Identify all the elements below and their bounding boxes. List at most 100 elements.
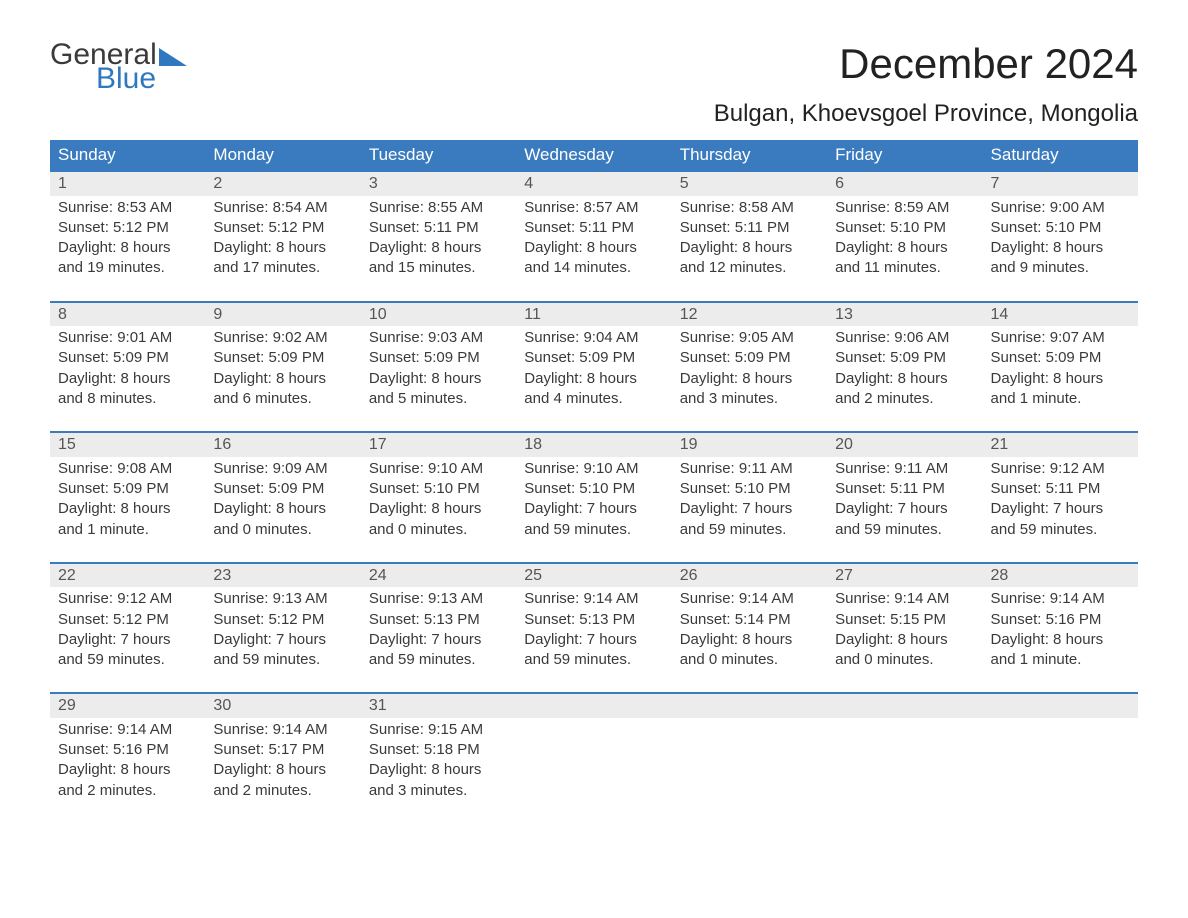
day-data: Sunrise: 9:14 AMSunset: 5:16 PMDaylight:… bbox=[983, 587, 1138, 670]
sunset-line: Sunset: 5:17 PM bbox=[213, 740, 352, 760]
day-number: 30 bbox=[205, 694, 360, 718]
sunrise-line: Sunrise: 9:04 AM bbox=[524, 328, 663, 348]
sunset-line: Sunset: 5:09 PM bbox=[213, 348, 352, 368]
sunrise-line: Sunrise: 9:14 AM bbox=[835, 589, 974, 609]
day-number: 5 bbox=[672, 172, 827, 196]
day-data: Sunrise: 9:06 AMSunset: 5:09 PMDaylight:… bbox=[827, 326, 982, 409]
day-number: 21 bbox=[983, 433, 1138, 457]
day-number: 17 bbox=[361, 433, 516, 457]
day-number: 16 bbox=[205, 433, 360, 457]
sunrise-line: Sunrise: 8:55 AM bbox=[369, 198, 508, 218]
sunset-line: Sunset: 5:16 PM bbox=[991, 610, 1130, 630]
calendar-cell: 16Sunrise: 9:09 AMSunset: 5:09 PMDayligh… bbox=[205, 432, 360, 563]
calendar-cell: 8Sunrise: 9:01 AMSunset: 5:09 PMDaylight… bbox=[50, 302, 205, 433]
daylight-line: Daylight: 8 hours and 1 minute. bbox=[991, 630, 1130, 671]
calendar-cell: 10Sunrise: 9:03 AMSunset: 5:09 PMDayligh… bbox=[361, 302, 516, 433]
day-data: Sunrise: 9:02 AMSunset: 5:09 PMDaylight:… bbox=[205, 326, 360, 409]
day-data: Sunrise: 9:00 AMSunset: 5:10 PMDaylight:… bbox=[983, 196, 1138, 279]
daylight-line: Daylight: 8 hours and 9 minutes. bbox=[991, 238, 1130, 279]
calendar-cell: 9Sunrise: 9:02 AMSunset: 5:09 PMDaylight… bbox=[205, 302, 360, 433]
sunrise-line: Sunrise: 9:03 AM bbox=[369, 328, 508, 348]
sunrise-line: Sunrise: 8:57 AM bbox=[524, 198, 663, 218]
calendar-cell: 12Sunrise: 9:05 AMSunset: 5:09 PMDayligh… bbox=[672, 302, 827, 433]
daylight-line: Daylight: 7 hours and 59 minutes. bbox=[835, 499, 974, 540]
daylight-line: Daylight: 8 hours and 3 minutes. bbox=[369, 760, 508, 801]
calendar-cell: 21Sunrise: 9:12 AMSunset: 5:11 PMDayligh… bbox=[983, 432, 1138, 563]
day-number: 28 bbox=[983, 564, 1138, 588]
calendar-cell: 5Sunrise: 8:58 AMSunset: 5:11 PMDaylight… bbox=[672, 171, 827, 302]
month-title: December 2024 bbox=[714, 40, 1138, 88]
calendar-cell bbox=[516, 693, 671, 823]
day-number: 18 bbox=[516, 433, 671, 457]
sunset-line: Sunset: 5:14 PM bbox=[680, 610, 819, 630]
sunrise-line: Sunrise: 9:14 AM bbox=[524, 589, 663, 609]
sunset-line: Sunset: 5:12 PM bbox=[213, 218, 352, 238]
day-number: 1 bbox=[50, 172, 205, 196]
day-data: Sunrise: 9:10 AMSunset: 5:10 PMDaylight:… bbox=[361, 457, 516, 540]
day-data: Sunrise: 9:11 AMSunset: 5:11 PMDaylight:… bbox=[827, 457, 982, 540]
day-number: 4 bbox=[516, 172, 671, 196]
sunrise-line: Sunrise: 9:09 AM bbox=[213, 459, 352, 479]
day-number: 7 bbox=[983, 172, 1138, 196]
sunset-line: Sunset: 5:09 PM bbox=[524, 348, 663, 368]
sunrise-line: Sunrise: 9:01 AM bbox=[58, 328, 197, 348]
daylight-line: Daylight: 7 hours and 59 minutes. bbox=[369, 630, 508, 671]
calendar-table: SundayMondayTuesdayWednesdayThursdayFrid… bbox=[50, 140, 1138, 823]
sunset-line: Sunset: 5:13 PM bbox=[369, 610, 508, 630]
daylight-line: Daylight: 8 hours and 2 minutes. bbox=[213, 760, 352, 801]
day-header: Monday bbox=[205, 140, 360, 171]
sunrise-line: Sunrise: 9:08 AM bbox=[58, 459, 197, 479]
sunset-line: Sunset: 5:11 PM bbox=[835, 479, 974, 499]
sunset-line: Sunset: 5:11 PM bbox=[369, 218, 508, 238]
daylight-line: Daylight: 8 hours and 5 minutes. bbox=[369, 369, 508, 410]
sunrise-line: Sunrise: 9:14 AM bbox=[58, 720, 197, 740]
day-data: Sunrise: 9:12 AMSunset: 5:11 PMDaylight:… bbox=[983, 457, 1138, 540]
day-data: Sunrise: 9:13 AMSunset: 5:13 PMDaylight:… bbox=[361, 587, 516, 670]
calendar-cell: 4Sunrise: 8:57 AMSunset: 5:11 PMDaylight… bbox=[516, 171, 671, 302]
day-data: Sunrise: 8:55 AMSunset: 5:11 PMDaylight:… bbox=[361, 196, 516, 279]
sunrise-line: Sunrise: 9:05 AM bbox=[680, 328, 819, 348]
calendar-cell: 30Sunrise: 9:14 AMSunset: 5:17 PMDayligh… bbox=[205, 693, 360, 823]
daylight-line: Daylight: 7 hours and 59 minutes. bbox=[991, 499, 1130, 540]
daylight-line: Daylight: 8 hours and 8 minutes. bbox=[58, 369, 197, 410]
sunset-line: Sunset: 5:12 PM bbox=[58, 610, 197, 630]
day-number: 15 bbox=[50, 433, 205, 457]
daylight-line: Daylight: 8 hours and 0 minutes. bbox=[213, 499, 352, 540]
sunrise-line: Sunrise: 9:12 AM bbox=[991, 459, 1130, 479]
sunrise-line: Sunrise: 9:13 AM bbox=[213, 589, 352, 609]
calendar-cell: 19Sunrise: 9:11 AMSunset: 5:10 PMDayligh… bbox=[672, 432, 827, 563]
day-data: Sunrise: 9:11 AMSunset: 5:10 PMDaylight:… bbox=[672, 457, 827, 540]
day-data: Sunrise: 9:01 AMSunset: 5:09 PMDaylight:… bbox=[50, 326, 205, 409]
sunrise-line: Sunrise: 9:10 AM bbox=[369, 459, 508, 479]
day-data: Sunrise: 9:14 AMSunset: 5:14 PMDaylight:… bbox=[672, 587, 827, 670]
day-data: Sunrise: 9:03 AMSunset: 5:09 PMDaylight:… bbox=[361, 326, 516, 409]
sunset-line: Sunset: 5:09 PM bbox=[991, 348, 1130, 368]
calendar-cell: 26Sunrise: 9:14 AMSunset: 5:14 PMDayligh… bbox=[672, 563, 827, 694]
day-header: Tuesday bbox=[361, 140, 516, 171]
daylight-line: Daylight: 8 hours and 4 minutes. bbox=[524, 369, 663, 410]
day-data: Sunrise: 8:54 AMSunset: 5:12 PMDaylight:… bbox=[205, 196, 360, 279]
location-subtitle: Bulgan, Khoevsgoel Province, Mongolia bbox=[714, 100, 1138, 128]
day-header: Wednesday bbox=[516, 140, 671, 171]
day-number: 24 bbox=[361, 564, 516, 588]
sunrise-line: Sunrise: 9:10 AM bbox=[524, 459, 663, 479]
sunset-line: Sunset: 5:10 PM bbox=[680, 479, 819, 499]
sunset-line: Sunset: 5:09 PM bbox=[58, 348, 197, 368]
calendar-cell: 25Sunrise: 9:14 AMSunset: 5:13 PMDayligh… bbox=[516, 563, 671, 694]
calendar-cell: 24Sunrise: 9:13 AMSunset: 5:13 PMDayligh… bbox=[361, 563, 516, 694]
daylight-line: Daylight: 8 hours and 6 minutes. bbox=[213, 369, 352, 410]
day-number: 3 bbox=[361, 172, 516, 196]
calendar-cell: 14Sunrise: 9:07 AMSunset: 5:09 PMDayligh… bbox=[983, 302, 1138, 433]
day-data: Sunrise: 9:07 AMSunset: 5:09 PMDaylight:… bbox=[983, 326, 1138, 409]
daylight-line: Daylight: 8 hours and 0 minutes. bbox=[680, 630, 819, 671]
calendar-cell: 1Sunrise: 8:53 AMSunset: 5:12 PMDaylight… bbox=[50, 171, 205, 302]
day-number: 9 bbox=[205, 303, 360, 327]
calendar-cell: 6Sunrise: 8:59 AMSunset: 5:10 PMDaylight… bbox=[827, 171, 982, 302]
day-data: Sunrise: 8:59 AMSunset: 5:10 PMDaylight:… bbox=[827, 196, 982, 279]
day-number: 23 bbox=[205, 564, 360, 588]
day-number: 20 bbox=[827, 433, 982, 457]
day-data: Sunrise: 9:14 AMSunset: 5:17 PMDaylight:… bbox=[205, 718, 360, 801]
day-number: 12 bbox=[672, 303, 827, 327]
day-header: Saturday bbox=[983, 140, 1138, 171]
day-header: Friday bbox=[827, 140, 982, 171]
